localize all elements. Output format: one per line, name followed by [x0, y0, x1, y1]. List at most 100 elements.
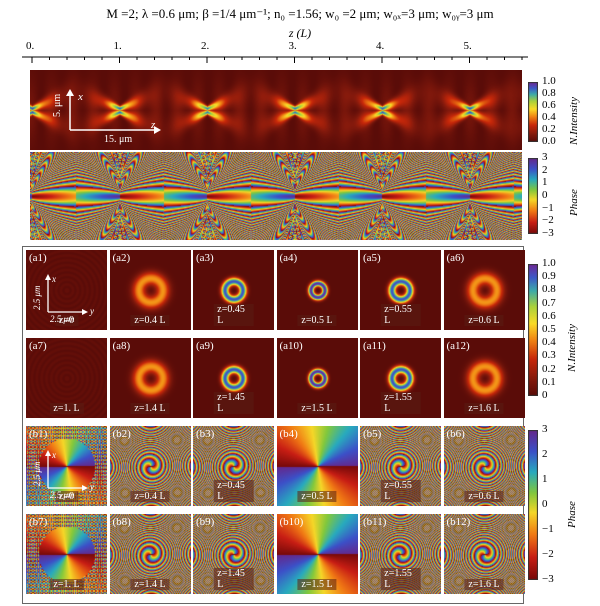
z-tick-label: 4.: [376, 40, 385, 52]
intensity-colorbar-2-title: N.Intensity: [566, 324, 578, 372]
propagation-phase-map: [30, 152, 522, 240]
intensity-colorbar: [528, 82, 538, 142]
phase-colorbar-title: Phase: [568, 189, 580, 216]
z-arrowhead: [154, 126, 161, 134]
intensity-panel: (a8) z=1.4 L: [109, 338, 191, 418]
phase-panel: (b12) z=1.6 L: [443, 514, 525, 594]
phase-colorbar-tick: 2: [542, 163, 548, 176]
phase-colorbar-tick: −3: [542, 227, 554, 239]
phase-colorbar-2: [528, 430, 538, 580]
axis-y-scale: 2.5 μm: [50, 490, 75, 500]
phase-panel: (b9) z=1.45 L: [193, 514, 274, 594]
axis-x-scale: 2.5 μm: [32, 461, 42, 486]
intensity-colorbar-2-tick: 0.8: [542, 283, 556, 296]
panel-label: (a5): [363, 252, 381, 264]
z-tick-label: 2.: [201, 40, 210, 52]
intensity-colorbar-2-tick: 0.9: [542, 270, 556, 283]
intensity-colorbar-2-tick: 1.0: [542, 257, 556, 269]
panel-label: (a12): [446, 340, 470, 352]
intensity-panel: (a9) z=1.45 L: [193, 338, 274, 418]
panel-axes: [45, 274, 88, 315]
intensity-colorbar-2-tick: 0.4: [542, 336, 556, 349]
intensity-colorbar-tick: 0.6: [542, 99, 556, 111]
intensity-colorbar-2-tick: 0.3: [542, 349, 556, 362]
phase-colorbar-2-tick: 3: [542, 423, 548, 435]
panel-label: (b8): [112, 516, 131, 528]
panel-label: (a10): [279, 340, 303, 352]
prop-x-scale: 5. μm: [52, 93, 63, 117]
panel-z-value: z=1.55 L: [380, 568, 421, 590]
phase-panel: (b3) z=0.45 L: [193, 426, 274, 506]
panel-z-value: z=1.4 L: [130, 403, 170, 414]
phase-colorbar-2-tick: 1: [542, 473, 548, 485]
phase-colorbar-tick: −1: [542, 201, 554, 214]
phase-colorbar-2-tick: −3: [542, 573, 554, 585]
panel-label: (b4): [279, 428, 298, 440]
phase-colorbar-2-tick: −2: [542, 548, 554, 560]
panel-label: (a7): [29, 340, 47, 352]
panel-label: (a2): [112, 252, 131, 264]
panel-label: (b12): [446, 516, 471, 528]
axis-y-label: y: [90, 482, 94, 492]
panel-label: (b3): [196, 428, 215, 440]
panel-z-value: z=0.4 L: [130, 491, 170, 502]
panel-z-value: z=0.55 L: [380, 480, 421, 502]
panel-z-value: z=1.45 L: [213, 568, 254, 590]
panel-label: (a6): [446, 252, 465, 264]
panel-grid: (a1) z=0 x y 2.5 μm 2.5 μm (a2) z=0.4 L (a3) z=0.…: [22, 246, 525, 604]
x-arrowhead: [66, 89, 74, 96]
intensity-colorbar-2-tick: 0: [542, 389, 548, 401]
panel-z-value: z=1.6 L: [464, 579, 504, 590]
propagation-axes: [66, 89, 161, 134]
phase-panel: (b4) z=0.5 L: [276, 426, 358, 506]
phase-panel: (b2) z=0.4 L: [109, 426, 191, 506]
phase-panel: (b11) z=1.55 L: [360, 514, 441, 594]
panel-z-value: z=0.5 L: [297, 491, 337, 502]
intensity-colorbar-2-tick: 0.5: [542, 323, 556, 335]
panel-z-value: z=0.4 L: [130, 315, 170, 326]
panel-z-value: z=1.55 L: [380, 392, 421, 414]
z-axis-label: z (L): [288, 26, 312, 40]
panel-label: (b7): [29, 516, 48, 528]
panel-label: (b5): [363, 428, 382, 440]
phase-panel: (b7) z=1. L: [26, 514, 107, 594]
phase-colorbar-2-title: Phase: [566, 501, 578, 528]
panel-z-value: z=1. L: [49, 579, 84, 590]
panel-z-value: z=1. L: [49, 403, 84, 414]
panel-label: (b1): [29, 428, 48, 440]
intensity-panel: (a10) z=1.5 L: [276, 338, 358, 418]
prop-z-label: z: [151, 119, 156, 131]
z-tick-label: 1.: [113, 40, 122, 52]
phase-panel: (b8) z=1.4 L: [109, 514, 191, 594]
z-axis: [22, 56, 528, 63]
panel-label: (a4): [279, 252, 298, 264]
panel-z-value: z=0: [54, 491, 79, 502]
intensity-colorbar-tick: 0.0: [542, 135, 556, 147]
intensity-panel: (a5) z=0.55 L: [360, 250, 441, 330]
prop-x-label: x: [78, 91, 83, 103]
panel-z-value: z=0.45 L: [213, 480, 254, 502]
panel-z-value: z=1.45 L: [213, 392, 254, 414]
phase-colorbar-tick: 1: [542, 176, 548, 189]
intensity-colorbar-2-tick: 0.2: [542, 362, 556, 375]
panel-label: (b11): [363, 516, 387, 528]
phase-colorbar-2-tick: 0: [542, 498, 548, 510]
intensity-panel: (a2) z=0.4 L: [109, 250, 191, 330]
intensity-panel: (a7) z=1. L: [26, 338, 107, 418]
propagation-intensity-map: [30, 70, 522, 150]
panel-label: (b9): [196, 516, 215, 528]
panel-label: (a9): [196, 340, 214, 352]
intensity-colorbar-tick: 1.0: [542, 75, 556, 87]
intensity-panel: (a4) z=0.5 L: [276, 250, 358, 330]
panel-z-value: z=0.55 L: [380, 304, 421, 326]
panel-label: (b10): [279, 516, 304, 528]
axis-y-scale: 2.5 μm: [50, 314, 75, 324]
phase-colorbar-tick: 0: [542, 189, 548, 201]
axis-x-label: x: [52, 450, 56, 460]
z-tick-label: 5.: [463, 40, 472, 52]
panel-z-value: z=1.4 L: [130, 579, 170, 590]
panel-label: (a3): [196, 252, 214, 264]
phase-colorbar-tick: 3: [542, 151, 548, 163]
intensity-colorbar-2: [528, 264, 538, 396]
phase-panel: (b1) z=0 x y 2.5 μm 2.5 μm: [26, 426, 107, 506]
